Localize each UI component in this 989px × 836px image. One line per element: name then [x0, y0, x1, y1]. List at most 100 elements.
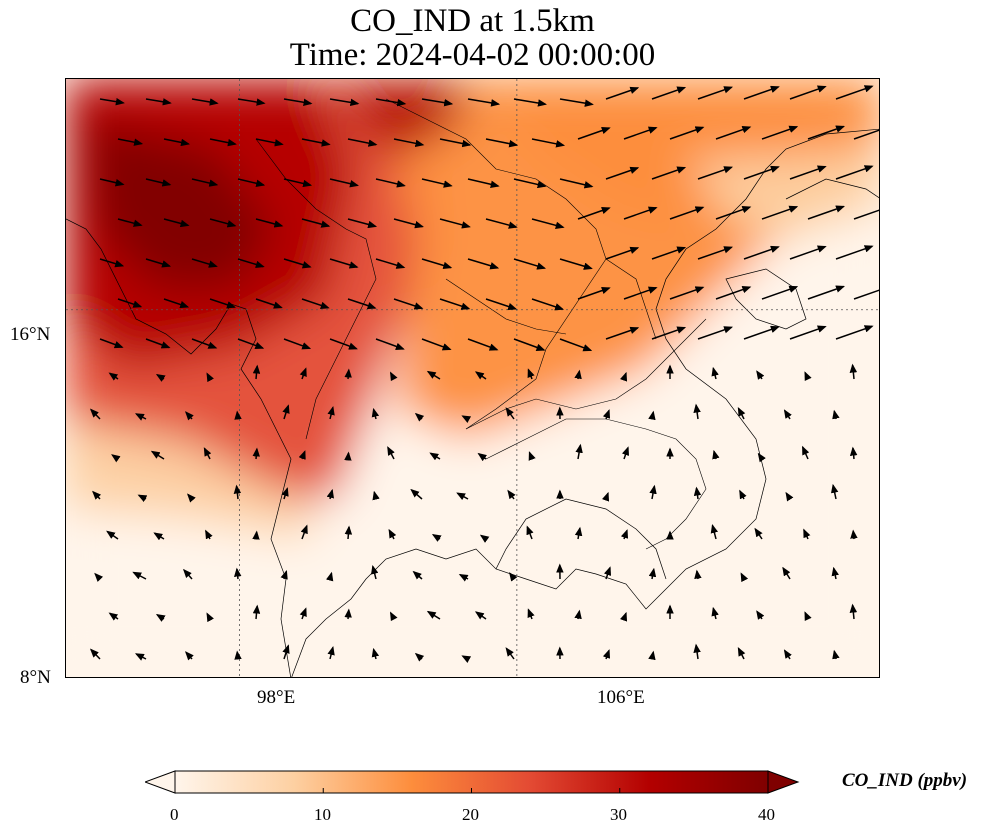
wind-arrow-88	[209, 298, 236, 309]
wind-arrow-159	[344, 451, 352, 461]
wind-arrow-59	[439, 218, 471, 229]
wind-arrow-122	[206, 372, 215, 383]
border-line-6	[605, 258, 657, 340]
plume-max	[86, 119, 276, 289]
wind-arrow-110	[421, 338, 452, 351]
wind-arrow-130	[574, 369, 582, 380]
wind-arrow-250	[602, 649, 611, 660]
wind-arrow-135	[804, 371, 812, 381]
wind-arrow-150	[693, 403, 701, 420]
wind-arrow-175	[281, 487, 289, 500]
wind-arrow-255	[832, 649, 840, 660]
colorbar-tick-30: 30	[610, 805, 627, 824]
wind-arrow-87	[163, 298, 190, 309]
wind-arrow-186	[785, 491, 794, 502]
border-line-4	[485, 418, 707, 550]
wind-arrow-194	[388, 528, 397, 540]
wind-arrow-216	[603, 566, 612, 580]
wind-arrow-46	[605, 166, 640, 180]
wind-arrow-94	[485, 298, 518, 311]
wind-arrow-20	[209, 138, 237, 147]
wind-arrow-31	[715, 126, 752, 140]
wind-arrow-253	[737, 646, 746, 660]
wind-arrow-67	[807, 205, 846, 220]
wind-arrow-232	[574, 609, 582, 620]
wind-arrow-12	[605, 86, 640, 100]
wind-arrow-138	[134, 413, 147, 421]
plume-edge-south	[66, 419, 316, 539]
wind-arrow-124	[299, 367, 307, 380]
wind-arrow-162	[477, 452, 487, 462]
wind-arrow-154	[111, 454, 121, 463]
wind-arrow-238	[849, 603, 858, 620]
wind-arrow-223	[155, 614, 166, 622]
wind-arrow-76	[421, 258, 453, 270]
wind-arrow-123	[252, 364, 261, 380]
wind-arrow-79	[559, 258, 593, 270]
wind-arrow-7	[375, 98, 407, 107]
wind-arrow-72	[237, 258, 265, 269]
wind-arrow-78	[513, 258, 547, 270]
plume-east-light	[686, 149, 879, 239]
wind-arrow-30	[669, 126, 705, 140]
wind-arrow-116	[697, 326, 734, 340]
wind-arrow-89	[255, 298, 283, 309]
wind-arrow-170	[849, 446, 858, 460]
wind-arrow-151	[737, 406, 746, 420]
wind-arrow-26	[485, 138, 519, 148]
wind-arrow-65	[715, 206, 752, 220]
wind-arrow-66	[761, 205, 799, 220]
wind-arrow-197	[526, 525, 534, 540]
wind-arrow-224	[206, 612, 215, 623]
map-canvas	[66, 79, 879, 677]
wind-arrow-18	[117, 138, 144, 146]
wind-arrow-70	[145, 258, 172, 268]
wind-arrow-164	[575, 443, 583, 460]
wind-arrow-158	[298, 450, 306, 460]
wind-arrow-190	[205, 529, 213, 540]
wind-arrow-248	[505, 647, 515, 660]
border-line-3	[465, 318, 707, 430]
wind-arrow-35	[99, 178, 125, 187]
wind-arrow-134	[756, 370, 765, 380]
wind-arrow-227	[344, 608, 352, 620]
colorbar-tick-40: 40	[758, 805, 775, 824]
wind-arrow-104	[145, 338, 171, 349]
wind-arrow-178	[410, 488, 423, 500]
wind-arrow-64	[669, 206, 705, 220]
wind-arrow-225	[252, 604, 261, 620]
wind-arrow-93	[439, 298, 471, 310]
wind-arrow-180	[507, 489, 516, 500]
wind-arrow-183	[649, 484, 657, 500]
wind-arrow-118	[789, 325, 827, 340]
wind-arrow-196	[479, 534, 490, 543]
wind-arrow-106	[237, 338, 265, 350]
wind-arrow-86	[117, 298, 143, 308]
wind-arrow-14	[697, 86, 734, 100]
wind-arrow-100	[761, 285, 799, 300]
wind-arrow-1	[99, 97, 125, 106]
wind-arrow-177	[372, 490, 380, 501]
wind-arrow-4	[237, 98, 266, 106]
wind-arrow-81	[651, 246, 687, 260]
wind-arrow-243	[282, 644, 290, 660]
wind-arrow-145	[461, 415, 472, 423]
wind-arrow-185	[739, 489, 747, 500]
wind-arrow-207	[183, 568, 193, 580]
wind-arrow-82	[697, 246, 734, 260]
wind-arrow-144	[414, 412, 425, 422]
wind-arrow-233	[619, 611, 628, 622]
wind-arrow-22	[301, 138, 331, 147]
map-title: CO_IND at 1.5km Time: 2024-04-02 00:00:0…	[65, 4, 880, 72]
wind-arrow-161	[429, 452, 441, 461]
wind-arrow-85	[835, 245, 874, 260]
wind-arrow-125	[344, 368, 352, 380]
wind-arrow-103	[99, 338, 124, 349]
wind-arrow-8	[421, 98, 454, 107]
wind-arrow-244	[327, 645, 335, 660]
wind-arrow-117	[743, 325, 780, 340]
wind-arrow-2	[145, 98, 172, 106]
wind-arrow-247	[461, 655, 472, 663]
wind-arrow-171	[92, 490, 101, 500]
wind-arrow-10	[513, 98, 547, 107]
